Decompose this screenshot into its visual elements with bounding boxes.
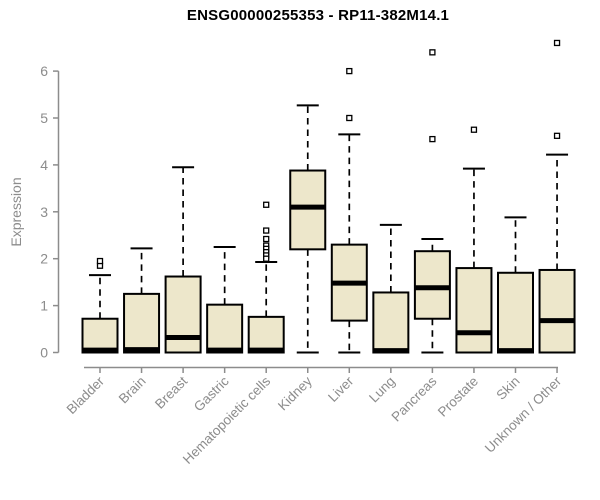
outlier-point-unknown-other <box>553 39 561 47</box>
box-prostate <box>455 267 493 354</box>
outlier-point-prostate <box>470 126 478 133</box>
outlier-point-hematopoietic-cells <box>263 227 270 234</box>
y-tick-label: 5 <box>40 110 48 126</box>
outlier-point-liver <box>346 67 353 75</box>
y-tick-label: 2 <box>40 251 48 267</box>
box-hematopoietic-cells <box>247 315 285 354</box>
box-kidney <box>289 169 327 251</box>
y-tick-label: 1 <box>40 298 48 314</box>
outlier-point-liver <box>346 114 353 122</box>
x-category-label-skin: Skin <box>493 374 522 403</box>
outlier-point-hematopoietic-cells <box>263 201 270 208</box>
x-category-label-prostate: Prostate <box>435 374 481 420</box>
y-tick-label: 3 <box>40 204 48 220</box>
outlier-point-bladder <box>96 257 104 265</box>
box-pancreas <box>413 250 451 320</box>
box-bladder <box>81 317 119 354</box>
y-tick-label: 4 <box>40 157 48 173</box>
y-tick-label: 0 <box>40 345 48 361</box>
y-axis-title: Expression <box>8 177 24 247</box>
outlier-point-hematopoietic-cells <box>263 235 270 243</box>
box-breast <box>164 275 202 354</box>
outlier-point-pancreas <box>429 135 436 143</box>
outlier-point-pancreas <box>429 49 436 56</box>
x-category-label-lung: Lung <box>366 374 398 406</box>
x-category-label-liver: Liver <box>325 373 357 405</box>
y-tick-label: 6 <box>40 63 48 79</box>
box-skin <box>497 271 534 354</box>
x-category-label-pancreas: Pancreas <box>389 373 440 424</box>
box-brain <box>123 292 161 354</box>
box-gastric <box>206 303 244 354</box>
x-category-label-gastric: Gastric <box>191 373 232 414</box>
chart-title: ENSG00000255353 - RP11-382M14.1 <box>186 7 450 24</box>
box-lung <box>372 291 410 354</box>
outlier-point-hematopoietic-cells <box>263 255 270 262</box>
outlier-point-unknown-other <box>553 132 561 139</box>
x-category-label-bladder: Bladder <box>64 373 108 417</box>
box-unknown-other <box>538 268 576 354</box>
x-category-label-breast: Breast <box>152 373 190 411</box>
x-category-label-kidney: Kidney <box>275 373 315 413</box>
x-category-label-unknown-other: Unknown / Other <box>482 373 565 456</box>
x-category-label-brain: Brain <box>116 374 149 407</box>
